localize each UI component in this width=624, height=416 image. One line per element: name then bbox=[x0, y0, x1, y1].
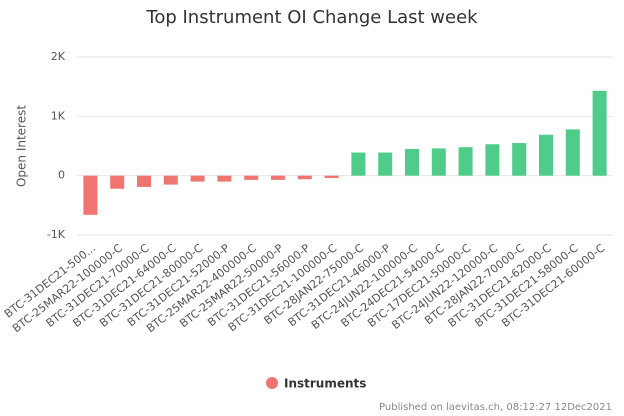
y-axis-title: Open Interest bbox=[15, 105, 29, 187]
bar bbox=[217, 175, 232, 182]
bar bbox=[485, 144, 500, 176]
bar bbox=[163, 175, 178, 185]
y-tick-label: -1K bbox=[47, 228, 66, 241]
bar bbox=[83, 175, 98, 215]
footer: Published on laevitas.ch, 08:12:27 12Dec… bbox=[379, 402, 612, 413]
bar bbox=[271, 175, 285, 180]
chart-title: Top Instrument OI Change Last week bbox=[145, 7, 478, 28]
bar bbox=[405, 148, 419, 176]
y-tick-label: 1K bbox=[51, 109, 66, 122]
bar bbox=[244, 175, 259, 180]
bar bbox=[431, 148, 446, 176]
bar bbox=[351, 152, 366, 176]
bar bbox=[297, 175, 312, 180]
bar bbox=[110, 175, 125, 189]
bar bbox=[190, 175, 205, 182]
bar bbox=[592, 90, 607, 176]
legend-label: Instruments bbox=[284, 377, 366, 391]
y-tick-label: 2K bbox=[51, 50, 66, 63]
bar bbox=[458, 147, 473, 176]
bar bbox=[512, 143, 527, 176]
bar bbox=[324, 175, 339, 179]
bar bbox=[378, 152, 393, 176]
bar bbox=[137, 175, 151, 187]
y-tick-label: 0 bbox=[58, 169, 65, 182]
bar bbox=[565, 129, 580, 176]
legend-marker bbox=[266, 377, 278, 389]
bar bbox=[539, 134, 553, 176]
